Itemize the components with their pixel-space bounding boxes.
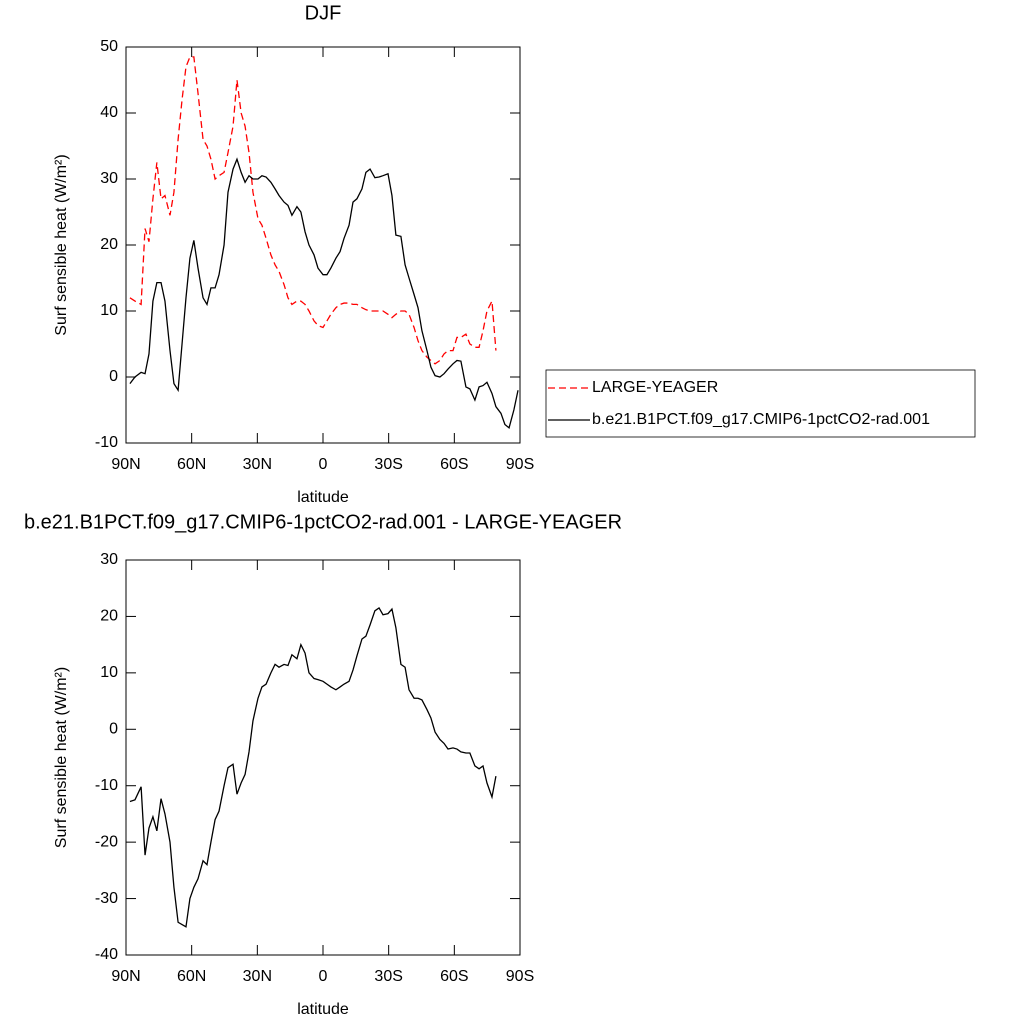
plot-frame <box>125 46 521 444</box>
y-tick-label: 50 <box>100 38 118 55</box>
y-tick-label: 40 <box>100 104 118 121</box>
y-tick-label: 10 <box>100 302 118 319</box>
x-tick-label: 90S <box>506 968 534 985</box>
y-tick-label: 20 <box>100 236 118 253</box>
x-tick-label: 0 <box>319 968 328 985</box>
data-line <box>129 157 519 429</box>
x-tick-label: 90N <box>111 456 140 473</box>
x-tick-label: 60S <box>440 456 468 473</box>
x-tick-label: 60N <box>177 968 206 985</box>
y-tick-label: -30 <box>95 890 118 907</box>
y-tick-label: 20 <box>100 608 118 625</box>
y-tick-label: 30 <box>100 170 118 187</box>
x-axis-label: latitude <box>297 489 349 506</box>
x-tick-label: 60S <box>440 968 468 985</box>
x-tick-label: 30N <box>243 456 272 473</box>
y-tick-label: 30 <box>100 551 118 568</box>
y-tick-label: -40 <box>95 946 118 963</box>
chart-title: DJF <box>305 2 342 24</box>
plot-frame <box>125 559 521 956</box>
y-tick-label: 0 <box>109 368 118 385</box>
y-tick-label: -10 <box>95 777 118 794</box>
x-tick-label: 30N <box>243 968 272 985</box>
data-line <box>129 607 497 928</box>
x-tick-label: 30S <box>374 456 402 473</box>
legend-label: b.e21.B1PCT.f09_g17.CMIP6-1pctCO2-rad.00… <box>592 411 930 428</box>
x-tick-label: 0 <box>319 456 328 473</box>
x-axis-label: latitude <box>297 1001 349 1018</box>
y-tick-label: 0 <box>109 721 118 738</box>
chart-title: b.e21.B1PCT.f09_g17.CMIP6-1pctCO2-rad.00… <box>24 511 622 533</box>
y-tick-label: -10 <box>95 434 118 451</box>
x-tick-label: 90S <box>506 456 534 473</box>
y-tick-label: 10 <box>100 664 118 681</box>
x-tick-label: 30S <box>374 968 402 985</box>
y-axis-label: Surf sensible heat (W/m²) <box>53 667 70 848</box>
y-axis-label: Surf sensible heat (W/m²) <box>53 154 70 335</box>
legend-box <box>545 369 976 438</box>
legend-label: LARGE-YEAGER <box>592 379 718 396</box>
y-tick-label: -20 <box>95 833 118 850</box>
x-tick-label: 90N <box>111 968 140 985</box>
data-line <box>129 56 497 365</box>
x-tick-label: 60N <box>177 456 206 473</box>
